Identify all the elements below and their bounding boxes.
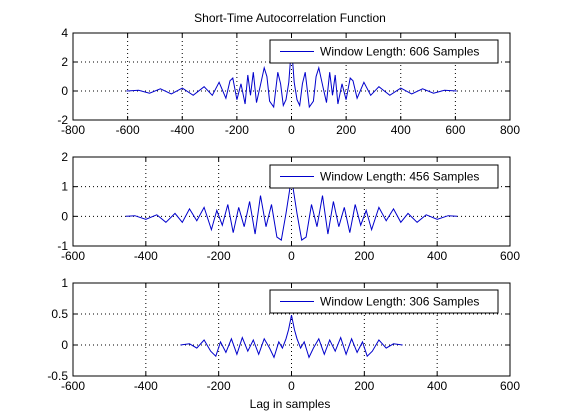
y-tick-label: -0.5	[47, 369, 68, 383]
legend: Window Length: 606 Samples	[269, 39, 499, 64]
subplot-1: -800 -600 -400 -200 0 200 400 600 800 -2 0 2 4 Window…	[57, 26, 520, 137]
x-tick-label: 600	[445, 123, 465, 137]
y-tick-label: 0	[61, 338, 68, 352]
y-tick-label: -1	[57, 239, 68, 253]
x-tick-label: 600	[500, 249, 520, 263]
legend-box	[269, 39, 499, 64]
y-tick-label: 0.5	[51, 307, 68, 321]
x-tick-label: 400	[427, 249, 447, 263]
y-tick-label: -2	[57, 113, 68, 127]
x-tick-label: -600	[61, 249, 85, 263]
y-tick-label: 4	[61, 26, 68, 40]
x-tick-label: -400	[134, 379, 158, 393]
legend-label: Window Length: 456 Samples	[320, 170, 479, 184]
x-tick-label: 600	[500, 379, 520, 393]
x-tick-label: 400	[391, 123, 411, 137]
legend-label: Window Length: 306 Samples	[320, 295, 479, 309]
legend: Window Length: 306 Samples	[269, 289, 499, 314]
x-tick-label: -400	[134, 249, 158, 263]
x-tick-label: 400	[427, 379, 447, 393]
subplots: -800 -600 -400 -200 0 200 400 600 800-2024Window…	[47, 26, 520, 393]
x-tick-label: 0	[288, 379, 295, 393]
y-tick-label: 2	[61, 55, 68, 69]
x-tick-label: -200	[207, 379, 231, 393]
x-tick-label: -600	[61, 379, 85, 393]
x-tick-label: 200	[354, 379, 374, 393]
x-tick-label: -400	[170, 123, 194, 137]
legend-box	[269, 164, 499, 189]
x-tick-label: -800	[61, 123, 85, 137]
legend-label: Window Length: 606 Samples	[320, 45, 479, 59]
x-tick-label: 800	[500, 123, 520, 137]
x-axis-label: Lag in samples	[250, 397, 331, 411]
x-tick-label: 0	[288, 249, 295, 263]
x-tick-label: 0	[288, 123, 295, 137]
y-tick-label: 1	[61, 180, 68, 194]
x-tick-label: 200	[354, 249, 374, 263]
legend: Window Length: 456 Samples	[269, 164, 499, 189]
x-tick-label: -600	[116, 123, 140, 137]
series-line-1	[180, 315, 403, 359]
x-tick-label: -200	[225, 123, 249, 137]
y-tick-label: 0	[61, 84, 68, 98]
y-tick-label: 2	[61, 150, 68, 164]
x-tick-label: -200	[207, 249, 231, 263]
y-tick-label: 1	[61, 276, 68, 290]
subplot-3: -600 -400 -200 0 200 400 600 -0.5 0 0.5 1 Window Le…	[47, 276, 520, 393]
y-tick-label: 0	[61, 209, 68, 223]
x-tick-label: 200	[336, 123, 356, 137]
legend-box	[269, 289, 499, 314]
subplot-2: -600 -400 -200 0 200 400 600 -1 0 1 2 Window Length…	[57, 150, 520, 263]
figure-title: Short-Time Autocorrelation Function	[194, 11, 386, 25]
